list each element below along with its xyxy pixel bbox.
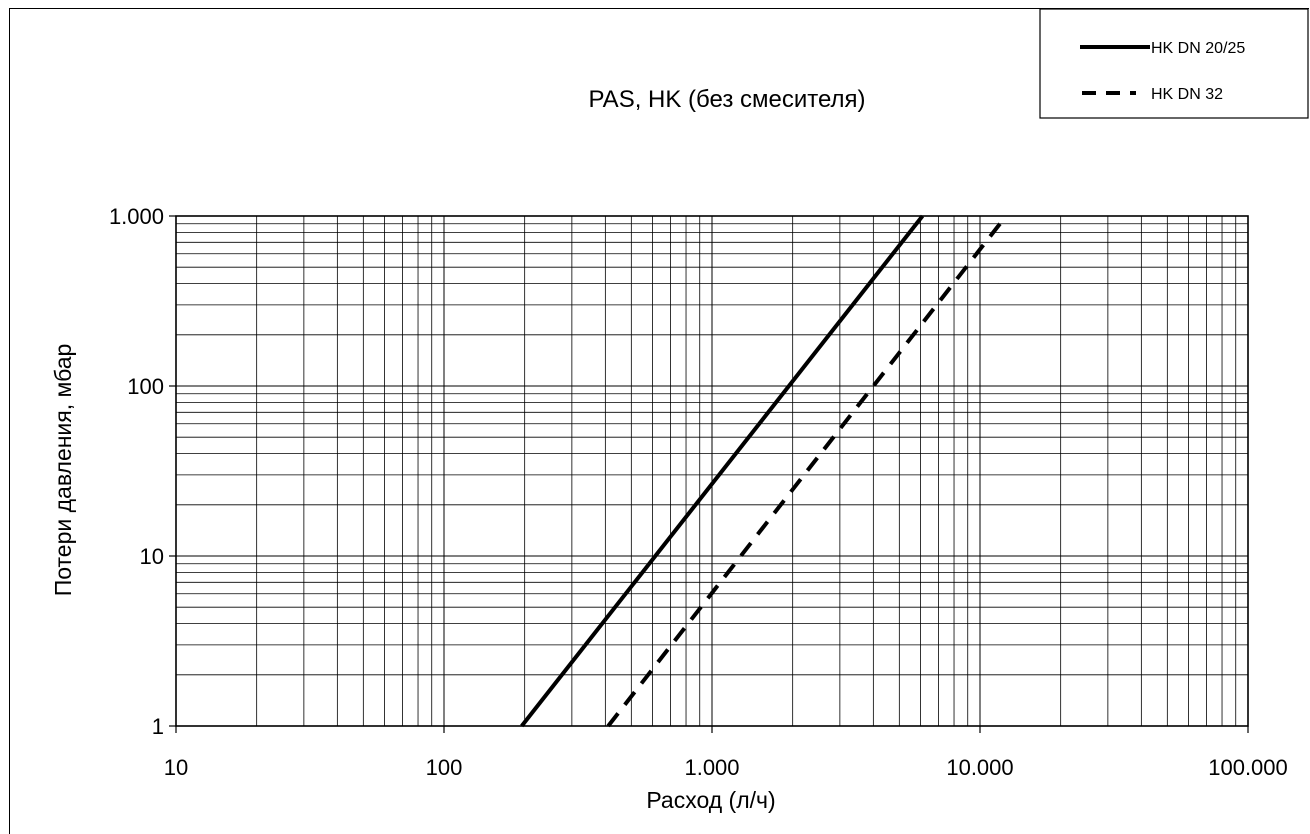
y-tick-labels: 1 10 100 1.000 — [109, 204, 176, 739]
x-tick-label: 100 — [426, 755, 463, 780]
x-tick-label: 1.000 — [684, 755, 739, 780]
y-tick-label: 1.000 — [109, 204, 164, 229]
series-line-0 — [520, 214, 925, 728]
y-tick-label: 100 — [127, 374, 164, 399]
legend: HK DN 20/25 HK DN 32 — [1039, 8, 1309, 119]
x-tick-label: 10.000 — [946, 755, 1013, 780]
chart-frame — [9, 8, 1309, 834]
y-axis-title: Потери давления, мбар — [50, 344, 76, 597]
x-axis-title: Расход (л/ч) — [646, 787, 775, 813]
x-tick-label: 10 — [164, 755, 188, 780]
legend-label-series-0: HK DN 20/25 — [1151, 40, 1245, 57]
grid — [175, 216, 1248, 727]
x-tick-labels: 10 100 1.000 10.000 100.000 — [164, 726, 1288, 780]
y-tick-label: 10 — [140, 544, 164, 569]
legend-box — [1039, 8, 1309, 119]
y-tick-label: 1 — [152, 714, 164, 739]
x-tick-label: 100.000 — [1208, 755, 1288, 780]
legend-label-series-1: HK DN 32 — [1151, 86, 1223, 103]
chart-title: PAS, HK (без смесителя) — [588, 86, 865, 113]
series-line-1 — [606, 214, 1008, 728]
series-layer — [520, 214, 1008, 728]
